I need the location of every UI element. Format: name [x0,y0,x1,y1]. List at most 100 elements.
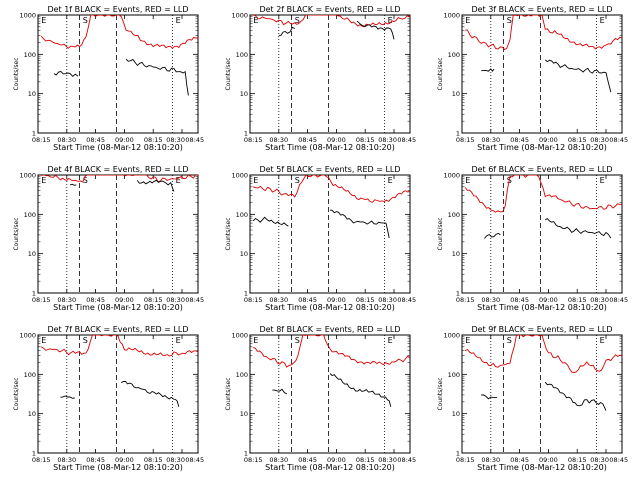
x-tick-label: 09:00 [327,456,346,464]
y-axis-label: Counts/sec [437,217,444,250]
x-tick-label: 08:15 [244,296,263,304]
x-tick-label: 08:30 [590,136,609,144]
panel-title: Det 7f BLACK = Events, RED = LLD [47,325,188,334]
x-tick-label: 08:45 [609,456,628,464]
x-tick-label: 08:30 [166,456,185,464]
plot-frame [37,14,199,134]
y-tick-label: 1 [244,130,248,138]
y-tick-label: 1000 [443,172,460,180]
interval-marker-label: E [253,336,258,345]
x-tick-label: 08:15 [244,456,263,464]
interval-marker-label: S [295,16,300,25]
x-tick-label: 08:30 [166,296,185,304]
panel-title: Det 5f BLACK = Events, RED = LLD [259,165,400,174]
lld-series-line [253,335,410,368]
x-tick-label: 08:15 [32,456,51,464]
y-tick-label: 1 [32,290,36,298]
x-tick-label: 08:45 [609,136,628,144]
y-tick-label: 100 [24,51,36,59]
y-axis-label: Counts/sec [437,377,444,410]
y-axis-label: Counts/sec [437,57,444,90]
panel-title: Det 3f BLACK = Events, RED = LLD [471,5,612,14]
y-tick-label: 10 [452,250,460,258]
y-tick-label: 1 [244,450,248,458]
interval-marker-label: E [41,176,46,185]
x-tick-label: 08:30 [57,456,76,464]
x-tick-label: 08:15 [568,456,587,464]
y-tick-label: 100 [448,51,460,59]
plot-frame [249,174,411,294]
y-tick-label: 1000 [19,332,36,340]
y-tick-label: 1000 [443,12,460,20]
y-axis-label: Counts/sec [225,217,232,250]
x-tick-label: 08:45 [86,456,105,464]
x-tick-label: 08:30 [269,136,288,144]
lld-series-line [464,335,622,373]
interval-marker-label: S [295,336,300,345]
x-tick-label: 08:30 [378,456,397,464]
lld-series-line [253,15,410,28]
events-series-line [544,218,612,239]
y-tick-label: 1000 [19,12,36,20]
panel-det-7: Det 7f BLACK = Events, RED = LLD 1 10 100 10… [13,325,204,472]
x-axis-label: Start Time (08-Mar-12 08:10:20) [477,463,607,472]
panel-det-4: Det 4f BLACK = Events, RED = LLD 1 10 100 10… [13,165,204,312]
events-series-line [272,388,288,395]
x-tick-label: 08:45 [510,296,529,304]
interval-marker-label: S [295,176,300,185]
x-axis-label: Start Time (08-Mar-12 08:10:20) [265,303,395,312]
x-tick-label: 08:15 [32,136,51,144]
interval-marker-label: E [176,176,181,185]
y-tick-label: 100 [236,371,248,379]
x-tick-label: 08:45 [397,296,416,304]
y-tick-label: 100 [448,371,460,379]
x-axis-label: Start Time (08-Mar-12 08:10:20) [477,143,607,152]
interval-marker-label: E [41,336,46,345]
y-tick-label: 1000 [19,172,36,180]
plot-frame [249,334,411,454]
x-tick-label: 08:30 [378,136,397,144]
y-tick-label: 1000 [231,172,248,180]
panel-det-6: Det 6f BLACK = Events, RED = LLD 1 10 100 10… [437,165,628,312]
plot-frame [37,174,199,294]
events-series-line [120,380,180,407]
interval-marker-label: E [465,336,470,345]
x-tick-label: 08:45 [609,296,628,304]
x-tick-label: 08:30 [57,296,76,304]
y-tick-label: 100 [24,371,36,379]
y-tick-label: 10 [240,90,248,98]
lld-series-line [40,335,198,357]
x-axis-label: Start Time (08-Mar-12 08:10:20) [53,303,183,312]
x-tick-label: 08:30 [481,456,500,464]
events-series-line [278,26,296,36]
panel-det-9: Det 9f BLACK = Events, RED = LLD 1 10 100 10… [437,325,628,472]
y-tick-label: 1 [32,130,36,138]
interval-marker-label: E [388,336,393,345]
y-tick-label: 100 [448,211,460,219]
plot-frame [249,14,411,134]
x-tick-label: 08:45 [298,456,317,464]
x-tick-label: 08:15 [568,296,587,304]
y-tick-label: 100 [236,211,248,219]
y-tick-label: 10 [28,90,36,98]
y-axis-label: Counts/sec [225,377,232,410]
x-tick-label: 08:45 [510,456,529,464]
events-series-line [125,58,189,96]
y-tick-label: 1 [32,450,36,458]
x-tick-label: 08:30 [590,296,609,304]
y-tick-label: 1 [456,130,460,138]
x-tick-label: 08:15 [456,456,475,464]
x-tick-label: 08:30 [269,296,288,304]
x-axis-label: Start Time (08-Mar-12 08:10:20) [53,143,183,152]
plot-frame [461,14,623,134]
panel-title: Det 8f BLACK = Events, RED = LLD [259,325,400,334]
x-tick-label: 08:30 [481,136,500,144]
panel-det-2: Det 2f BLACK = Events, RED = LLD 1 10 100 10… [225,5,416,152]
interval-marker-label: E [388,16,393,25]
plot-frame [461,174,623,294]
interval-marker-label: E [465,176,470,185]
x-tick-label: 08:30 [57,136,76,144]
x-tick-label: 09:00 [539,136,558,144]
y-tick-label: 100 [236,51,248,59]
x-tick-label: 08:15 [356,296,375,304]
